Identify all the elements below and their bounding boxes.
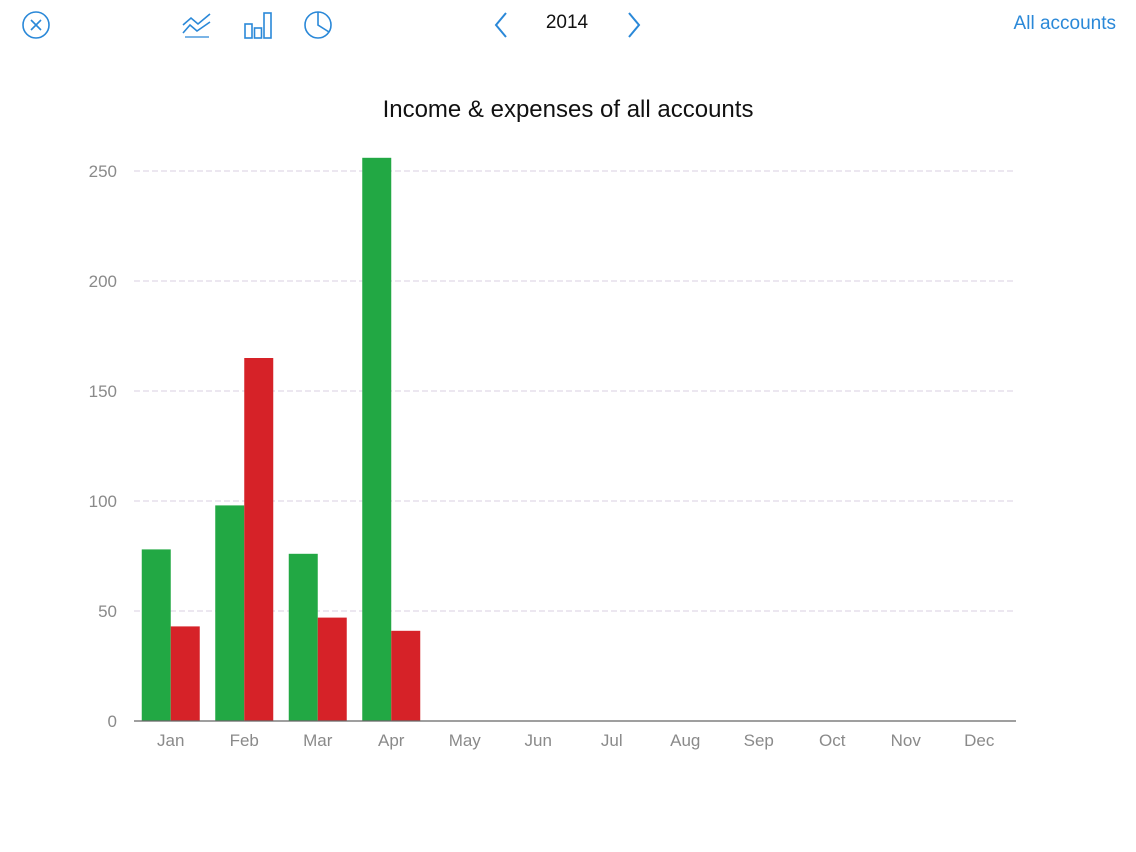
x-tick-label: Jul bbox=[601, 731, 623, 750]
next-year-button[interactable] bbox=[624, 10, 644, 40]
x-tick-label: Sep bbox=[744, 731, 774, 750]
x-tick-label: Oct bbox=[819, 731, 846, 750]
bar-chart-icon[interactable] bbox=[243, 10, 273, 40]
y-tick-label: 200 bbox=[89, 272, 117, 291]
x-tick-label: Feb bbox=[230, 731, 259, 750]
prev-year-button[interactable] bbox=[491, 10, 511, 40]
x-tick-label: Apr bbox=[378, 731, 405, 750]
bar-expense bbox=[170, 626, 200, 721]
bar-expense bbox=[391, 630, 421, 721]
toolbar: 2014 All accounts bbox=[0, 0, 1136, 50]
bar-income bbox=[288, 553, 318, 721]
close-icon[interactable] bbox=[21, 10, 51, 40]
x-tick-label: Jun bbox=[525, 731, 552, 750]
bar-expense bbox=[244, 358, 274, 721]
all-accounts-button[interactable]: All accounts bbox=[1013, 13, 1116, 34]
line-chart-icon[interactable] bbox=[181, 11, 213, 39]
x-tick-label: Dec bbox=[964, 731, 995, 750]
y-tick-label: 50 bbox=[98, 602, 117, 621]
bar-expense bbox=[317, 617, 347, 721]
y-tick-label: 0 bbox=[108, 712, 117, 731]
chart-title: Income & expenses of all accounts bbox=[382, 96, 754, 123]
x-tick-label: Nov bbox=[891, 731, 922, 750]
x-tick-label: Aug bbox=[670, 731, 700, 750]
year-label: 2014 bbox=[545, 12, 589, 33]
x-tick-label: Jan bbox=[157, 731, 184, 750]
y-tick-label: 100 bbox=[89, 492, 117, 511]
x-tick-label: May bbox=[449, 731, 482, 750]
x-tick-label: Mar bbox=[303, 731, 333, 750]
bar-income bbox=[215, 505, 245, 721]
y-tick-label: 250 bbox=[89, 162, 117, 181]
y-tick-label: 150 bbox=[89, 382, 117, 401]
bar-income bbox=[141, 549, 171, 721]
pie-chart-icon[interactable] bbox=[303, 10, 333, 40]
bar-income bbox=[362, 157, 392, 722]
